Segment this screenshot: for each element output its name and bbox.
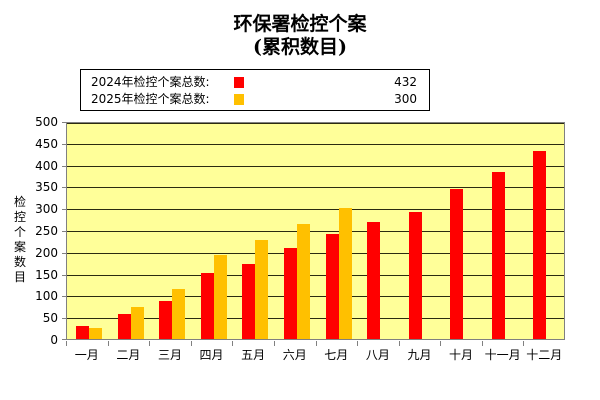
y-tick-label: 400 — [35, 158, 58, 173]
y-tick-mark — [62, 165, 67, 167]
x-tick-label: 十月 — [449, 348, 474, 362]
x-tick-label: 三月 — [157, 348, 182, 362]
bar-2024 — [117, 313, 131, 339]
y-tick-label: 150 — [35, 267, 58, 282]
bar-2025 — [130, 306, 144, 339]
bar-2025 — [255, 239, 269, 339]
bar-2025 — [89, 328, 102, 339]
y-tick-mark — [62, 122, 67, 123]
x-tick-mark — [523, 341, 525, 346]
gridline — [67, 209, 564, 211]
x-tick-mark — [481, 341, 483, 346]
y-tick-mark — [62, 143, 67, 145]
gridline — [67, 187, 564, 189]
x-tick-label: 八月 — [365, 348, 390, 362]
y-tick-mark — [62, 339, 67, 340]
gridline — [67, 296, 564, 298]
bar-2024 — [408, 211, 422, 339]
legend-value: 432 — [394, 75, 417, 89]
gridline — [67, 143, 564, 145]
x-tick-mark — [149, 341, 151, 346]
x-tick-label: 九月 — [407, 348, 432, 362]
y-tick-mark — [62, 231, 67, 232]
legend-item-2024: 2024年检控个案总数: 432 — [91, 74, 417, 91]
y-tick-mark — [62, 209, 67, 211]
x-tick-mark — [440, 341, 442, 346]
bar-2024 — [367, 222, 381, 339]
y-tick-label: 200 — [35, 245, 58, 260]
x-tick-mark — [357, 341, 359, 346]
gridline — [67, 123, 564, 124]
y-tick-mark — [62, 318, 67, 320]
chart-title: 环保署检控个案 — [233, 13, 367, 35]
gridline — [67, 165, 564, 167]
x-tick-label: 十一月 — [484, 348, 521, 362]
bar-2025 — [338, 208, 352, 339]
gridline — [67, 252, 564, 254]
legend-label: 2025年检控个案总数: — [91, 92, 210, 106]
chart-subtitle: (累积数目) — [253, 36, 347, 58]
gridline — [67, 231, 564, 232]
legend-label: 2024年检控个案总数: — [91, 75, 210, 89]
gridline — [67, 318, 564, 320]
x-tick-mark — [66, 341, 67, 346]
bar-2025 — [172, 289, 186, 339]
x-tick-label: 一月 — [74, 348, 99, 362]
x-tick-mark — [107, 341, 109, 346]
bar-2024 — [491, 171, 505, 339]
bar-2024 — [283, 247, 297, 339]
x-tick-label: 二月 — [116, 348, 141, 362]
y-tick-label: 50 — [42, 311, 58, 326]
x-tick-mark — [315, 341, 317, 346]
x-tick-label: 五月 — [241, 348, 266, 362]
x-tick-label: 七月 — [324, 348, 349, 362]
plot-area — [62, 122, 565, 346]
y-tick-label: 450 — [35, 136, 58, 151]
x-tick-mark — [232, 341, 234, 346]
y-axis-label: 检控个案数目 — [13, 195, 26, 284]
y-tick-label: 250 — [35, 224, 58, 238]
y-tick-label: 0 — [50, 333, 58, 347]
gridline — [67, 274, 564, 276]
legend-swatch-orange — [234, 94, 244, 105]
bar-2024 — [76, 325, 89, 339]
x-tick-label: 十二月 — [526, 348, 563, 362]
bar-2025 — [296, 223, 310, 339]
bar-2024 — [159, 300, 173, 339]
bar-2024 — [450, 188, 464, 339]
y-tick-mark — [62, 274, 67, 276]
legend-item-2025: 2025年检控个案总数: 300 — [91, 91, 417, 108]
x-tick-mark — [398, 341, 400, 346]
y-tick-mark — [62, 252, 67, 254]
y-tick-label: 500 — [35, 115, 58, 129]
x-tick-label: 六月 — [282, 348, 307, 362]
bar-2025 — [213, 255, 227, 339]
bar-2024 — [242, 264, 256, 339]
bar-2024 — [325, 233, 339, 339]
legend-swatch-red — [234, 77, 244, 88]
y-tick-label: 300 — [35, 202, 58, 217]
bar-2024 — [200, 273, 214, 339]
legend: 2024年检控个案总数: 432 2025年检控个案总数: 300 — [80, 69, 430, 111]
bar-2024 — [533, 150, 547, 339]
x-tick-mark — [273, 341, 275, 346]
x-tick-mark — [190, 341, 192, 346]
y-tick-label: 350 — [35, 180, 58, 195]
y-tick-mark — [62, 187, 67, 189]
x-tick-label: 四月 — [199, 348, 224, 362]
legend-value: 300 — [394, 92, 417, 106]
y-tick-mark — [62, 296, 67, 298]
y-tick-label: 100 — [35, 289, 58, 304]
